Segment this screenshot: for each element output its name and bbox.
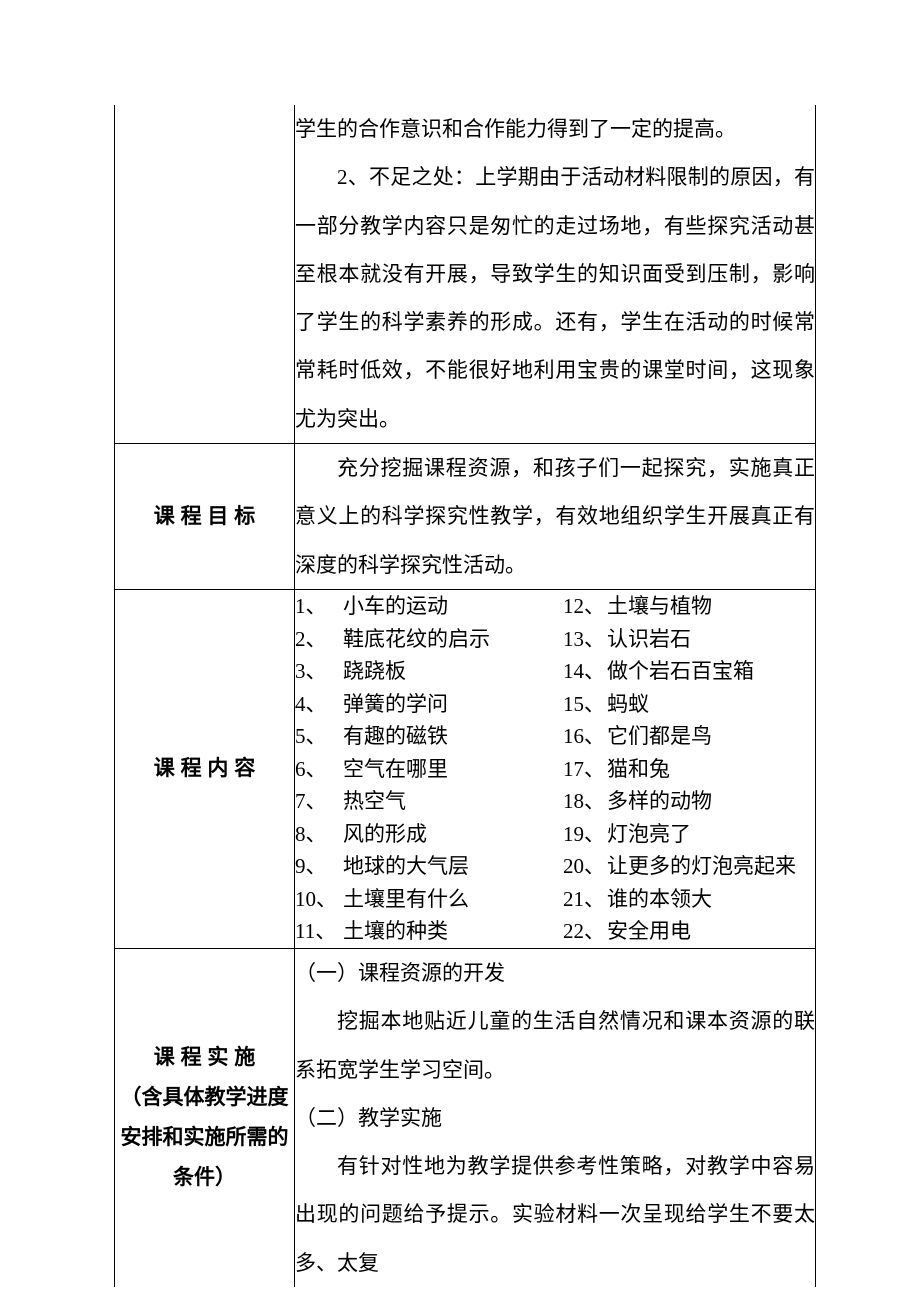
list-item: 9、地球的大气层 [295,850,555,883]
list-item: 6、空气在哪里 [295,753,555,786]
list-item: 3、跷跷板 [295,655,555,688]
paragraph: 有针对性地为教学提供参考性策略，对教学中容易出现的问题给予提示。实验材料一次呈现… [295,1142,815,1287]
list-text: 土壤与植物 [607,594,712,618]
list-text: 热空气 [343,789,406,813]
list-item: 17、猫和兔 [563,753,815,786]
row2-content-cell: 充分挖掘课程资源，和孩子们一起探究，实施真正意义上的科学探究性教学，有效地组织学… [295,444,816,590]
list-item: 2、鞋底花纹的启示 [295,623,555,656]
list-item: 20、让更多的灯泡亮起来 [563,850,815,883]
list-item: 19、灯泡亮了 [563,818,815,851]
list-text: 让更多的灯泡亮起来 [607,854,796,878]
list-text: 鞋底花纹的启示 [343,627,490,651]
list-item: 11、土壤的种类 [295,915,555,948]
row-label-content: 课 程 内 容 [115,589,295,948]
table-row: 课 程 目 标 充分挖掘课程资源，和孩子们一起探究，实施真正意义上的科学探究性教… [115,444,816,590]
list-number: 14、 [563,655,607,688]
list-number: 20、 [563,850,607,883]
list-text: 认识岩石 [607,627,691,651]
list-item: 8、风的形成 [295,818,555,851]
paragraph: 2、不足之处：上学期由于活动材料限制的原因，有一部分教学内容只是匆忙的走过场地，… [295,153,815,443]
list-item: 16、它们都是鸟 [563,720,815,753]
list-number: 19、 [563,818,607,851]
list-text: 土壤的种类 [343,919,448,943]
label-text: 课 程 目 标 [115,497,294,537]
list-item: 5、有趣的磁铁 [295,720,555,753]
label-subtext: （含具体教学进度安排和实施所需的条件） [115,1078,294,1198]
paragraph: 学生的合作意识和合作能力得到了一定的提高。 [295,105,815,153]
list-text: 空气在哪里 [343,757,448,781]
list-number: 4、 [295,688,343,721]
list-item: 4、弹簧的学问 [295,688,555,721]
row4-content-cell: （一）课程资源的开发 挖掘本地贴近儿童的生活自然情况和课本资源的联系拓宽学生学习… [295,948,816,1287]
list-item: 14、做个岩石百宝箱 [563,655,815,688]
list-number: 18、 [563,785,607,818]
list-number: 16、 [563,720,607,753]
list-item: 22、安全用电 [563,915,815,948]
list-number: 10、 [295,883,343,916]
row-label-goals: 课 程 目 标 [115,444,295,590]
list-item: 21、谁的本领大 [563,883,815,916]
paragraph: 充分挖掘课程资源，和孩子们一起探究，实施真正意义上的科学探究性教学，有效地组织学… [295,444,815,589]
row-label-empty [115,105,295,444]
table-row: 课 程 实 施 （含具体教学进度安排和实施所需的条件） （一）课程资源的开发 挖… [115,948,816,1287]
list-column-left: 1、小车的运动 2、鞋底花纹的启示 3、跷跷板 4、弹簧的学问 5、有趣的磁铁 … [295,590,555,948]
list-text: 有趣的磁铁 [343,724,448,748]
paragraph: （一）课程资源的开发 [295,949,815,997]
list-number: 13、 [563,623,607,656]
list-text: 土壤里有什么 [343,887,469,911]
list-number: 8、 [295,818,343,851]
paragraph: 挖掘本地贴近儿童的生活自然情况和课本资源的联系拓宽学生学习空间。 [295,997,815,1094]
list-text: 谁的本领大 [607,887,712,911]
list-number: 21、 [563,883,607,916]
list-item: 1、小车的运动 [295,590,555,623]
list-number: 6、 [295,753,343,786]
two-column-list: 1、小车的运动 2、鞋底花纹的启示 3、跷跷板 4、弹簧的学问 5、有趣的磁铁 … [295,590,815,948]
list-item: 13、认识岩石 [563,623,815,656]
list-number: 1、 [295,590,343,623]
list-text: 风的形成 [343,822,427,846]
list-number: 12、 [563,590,607,623]
list-text: 灯泡亮了 [607,822,691,846]
label-text: 课 程 内 容 [115,749,294,789]
list-text: 猫和兔 [607,757,670,781]
list-number: 11、 [295,915,343,948]
list-number: 22、 [563,915,607,948]
list-text: 做个岩石百宝箱 [607,659,754,683]
list-text: 跷跷板 [343,659,406,683]
list-text: 安全用电 [607,919,691,943]
list-number: 15、 [563,688,607,721]
list-number: 9、 [295,850,343,883]
list-item: 15、蚂蚁 [563,688,815,721]
list-number: 3、 [295,655,343,688]
list-text: 它们都是鸟 [607,724,712,748]
list-number: 5、 [295,720,343,753]
label-text: 课 程 实 施 [115,1038,294,1078]
table-row: 学生的合作意识和合作能力得到了一定的提高。 2、不足之处：上学期由于活动材料限制… [115,105,816,444]
row-label-implementation: 课 程 实 施 （含具体教学进度安排和实施所需的条件） [115,948,295,1287]
document-table: 学生的合作意识和合作能力得到了一定的提高。 2、不足之处：上学期由于活动材料限制… [114,105,816,1287]
list-item: 18、多样的动物 [563,785,815,818]
list-text: 多样的动物 [607,789,712,813]
table-row: 课 程 内 容 1、小车的运动 2、鞋底花纹的启示 3、跷跷板 4、弹簧的学问 … [115,589,816,948]
list-text: 弹簧的学问 [343,692,448,716]
list-number: 2、 [295,623,343,656]
list-column-right: 12、土壤与植物 13、认识岩石 14、做个岩石百宝箱 15、蚂蚁 16、它们都… [563,590,815,948]
list-text: 小车的运动 [343,594,448,618]
list-number: 17、 [563,753,607,786]
paragraph: （二）教学实施 [295,1094,815,1142]
list-item: 12、土壤与植物 [563,590,815,623]
row3-content-cell: 1、小车的运动 2、鞋底花纹的启示 3、跷跷板 4、弹簧的学问 5、有趣的磁铁 … [295,589,816,948]
row1-content-cell: 学生的合作意识和合作能力得到了一定的提高。 2、不足之处：上学期由于活动材料限制… [295,105,816,444]
list-number: 7、 [295,785,343,818]
list-item: 10、土壤里有什么 [295,883,555,916]
list-text: 地球的大气层 [343,854,469,878]
list-item: 7、热空气 [295,785,555,818]
list-text: 蚂蚁 [607,692,649,716]
